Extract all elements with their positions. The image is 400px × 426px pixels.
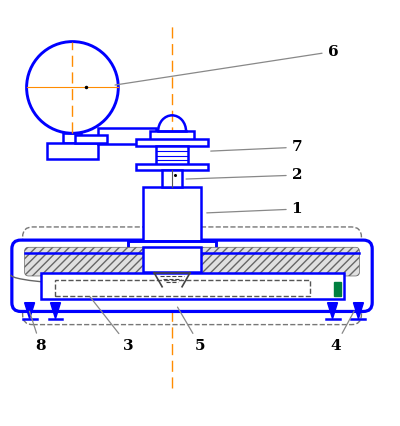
Text: 6: 6 [115,45,338,85]
Circle shape [27,42,118,133]
Text: 4: 4 [330,311,354,353]
Bar [98,128,156,144]
Bar [46,143,98,159]
Bar [136,139,208,147]
Bar [162,170,182,187]
Bar [143,187,201,241]
FancyBboxPatch shape [25,247,360,276]
Text: 3: 3 [90,297,134,353]
Polygon shape [50,303,60,319]
Bar [54,279,310,296]
Bar [40,273,344,299]
Text: 2: 2 [186,168,302,182]
Bar [334,282,341,296]
Text: 8: 8 [30,311,46,353]
FancyBboxPatch shape [12,240,372,311]
Polygon shape [25,303,34,319]
Text: 7: 7 [211,140,302,154]
Polygon shape [328,303,338,319]
Bar [150,131,194,140]
Polygon shape [354,303,364,319]
Text: 5: 5 [178,307,205,353]
Bar [128,241,216,250]
Bar [156,146,188,165]
Bar [75,135,107,143]
Bar [64,133,82,143]
Bar [136,164,208,170]
Text: 1: 1 [207,202,302,216]
Bar [143,247,201,272]
